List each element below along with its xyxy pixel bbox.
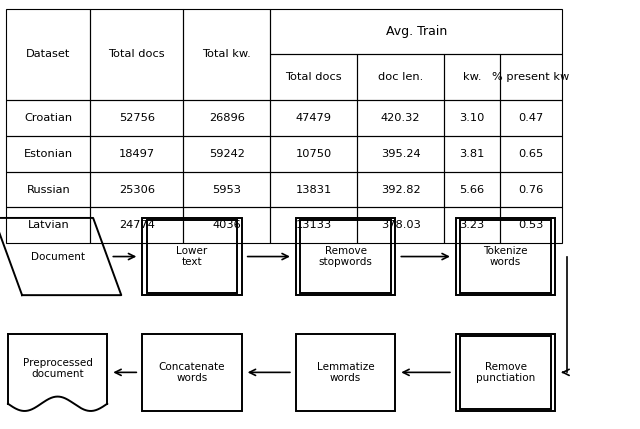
Text: 0.47: 0.47 [518, 113, 543, 123]
Bar [500, 172, 562, 208]
Bar [456, 334, 556, 411]
Text: 0.53: 0.53 [518, 221, 543, 230]
Bar [357, 208, 444, 243]
Text: Lemmatize
words: Lemmatize words [317, 362, 374, 383]
Bar [183, 136, 270, 172]
Bar [90, 9, 183, 100]
Bar [6, 9, 90, 100]
Text: Total kw.: Total kw. [202, 49, 251, 59]
Bar [296, 334, 396, 411]
Text: 26896: 26896 [209, 113, 244, 123]
Bar [142, 334, 241, 411]
Text: 4036: 4036 [212, 221, 241, 230]
Text: Concatenate
words: Concatenate words [159, 362, 225, 383]
Bar [301, 220, 390, 293]
Bar [270, 172, 357, 208]
Text: 3.10: 3.10 [460, 113, 484, 123]
Bar [90, 100, 183, 136]
Bar [461, 220, 550, 293]
Text: Preprocessed
document: Preprocessed document [22, 358, 93, 379]
Bar [6, 172, 90, 208]
Text: 3.23: 3.23 [460, 221, 484, 230]
Text: 5953: 5953 [212, 184, 241, 194]
Bar [270, 9, 562, 54]
Text: % present kw: % present kw [492, 72, 570, 82]
Bar [444, 172, 500, 208]
Bar [357, 136, 444, 172]
Text: 10750: 10750 [296, 149, 332, 159]
Text: 59242: 59242 [209, 149, 244, 159]
Bar [90, 136, 183, 172]
Text: Tokenize
words: Tokenize words [483, 246, 528, 267]
Bar [500, 136, 562, 172]
Text: 13831: 13831 [296, 184, 332, 194]
Text: 0.76: 0.76 [518, 184, 543, 194]
Bar [90, 172, 183, 208]
Text: 25306: 25306 [119, 184, 155, 194]
Bar [444, 100, 500, 136]
Text: 420.32: 420.32 [381, 113, 420, 123]
Bar [183, 9, 270, 100]
Text: Latvian: Latvian [28, 221, 69, 230]
Bar [270, 136, 357, 172]
Bar [6, 136, 90, 172]
Bar [444, 136, 500, 172]
Text: Avg. Train: Avg. Train [385, 25, 447, 38]
Bar [183, 100, 270, 136]
Bar [500, 208, 562, 243]
Bar [461, 336, 550, 409]
Text: 0.65: 0.65 [518, 149, 543, 159]
Bar [444, 54, 500, 100]
Text: Estonian: Estonian [24, 149, 73, 159]
Bar [270, 100, 357, 136]
Text: 47479: 47479 [296, 113, 332, 123]
Bar [142, 218, 241, 295]
Bar [500, 54, 562, 100]
Text: 3.81: 3.81 [460, 149, 484, 159]
Bar [296, 218, 396, 295]
Text: 378.03: 378.03 [381, 221, 420, 230]
Text: 395.24: 395.24 [381, 149, 420, 159]
Text: Remove
punctiation: Remove punctiation [476, 362, 535, 383]
Bar [183, 208, 270, 243]
Bar [357, 100, 444, 136]
Bar [456, 218, 556, 295]
Text: kw.: kw. [463, 72, 481, 82]
Bar [90, 208, 183, 243]
Bar [270, 208, 357, 243]
Text: 5.66: 5.66 [460, 184, 484, 194]
Bar [444, 208, 500, 243]
Bar [357, 54, 444, 100]
Text: 24774: 24774 [119, 221, 155, 230]
Bar [270, 54, 357, 100]
Text: doc len.: doc len. [378, 72, 423, 82]
Bar [6, 208, 90, 243]
Bar [183, 172, 270, 208]
Text: Remove
stopwords: Remove stopwords [319, 246, 372, 267]
Text: 13133: 13133 [296, 221, 332, 230]
Text: Total docs: Total docs [285, 72, 342, 82]
Text: Croatian: Croatian [24, 113, 72, 123]
Bar [147, 220, 237, 293]
Text: Russian: Russian [26, 184, 70, 194]
Text: Total docs: Total docs [108, 49, 165, 59]
Bar [500, 100, 562, 136]
Text: 52756: 52756 [119, 113, 155, 123]
Bar [357, 172, 444, 208]
Text: 392.82: 392.82 [381, 184, 420, 194]
Bar [6, 100, 90, 136]
Text: 18497: 18497 [118, 149, 155, 159]
Text: Document: Document [31, 251, 84, 262]
Text: Dataset: Dataset [26, 49, 70, 59]
Text: Lower
text: Lower text [177, 246, 207, 267]
